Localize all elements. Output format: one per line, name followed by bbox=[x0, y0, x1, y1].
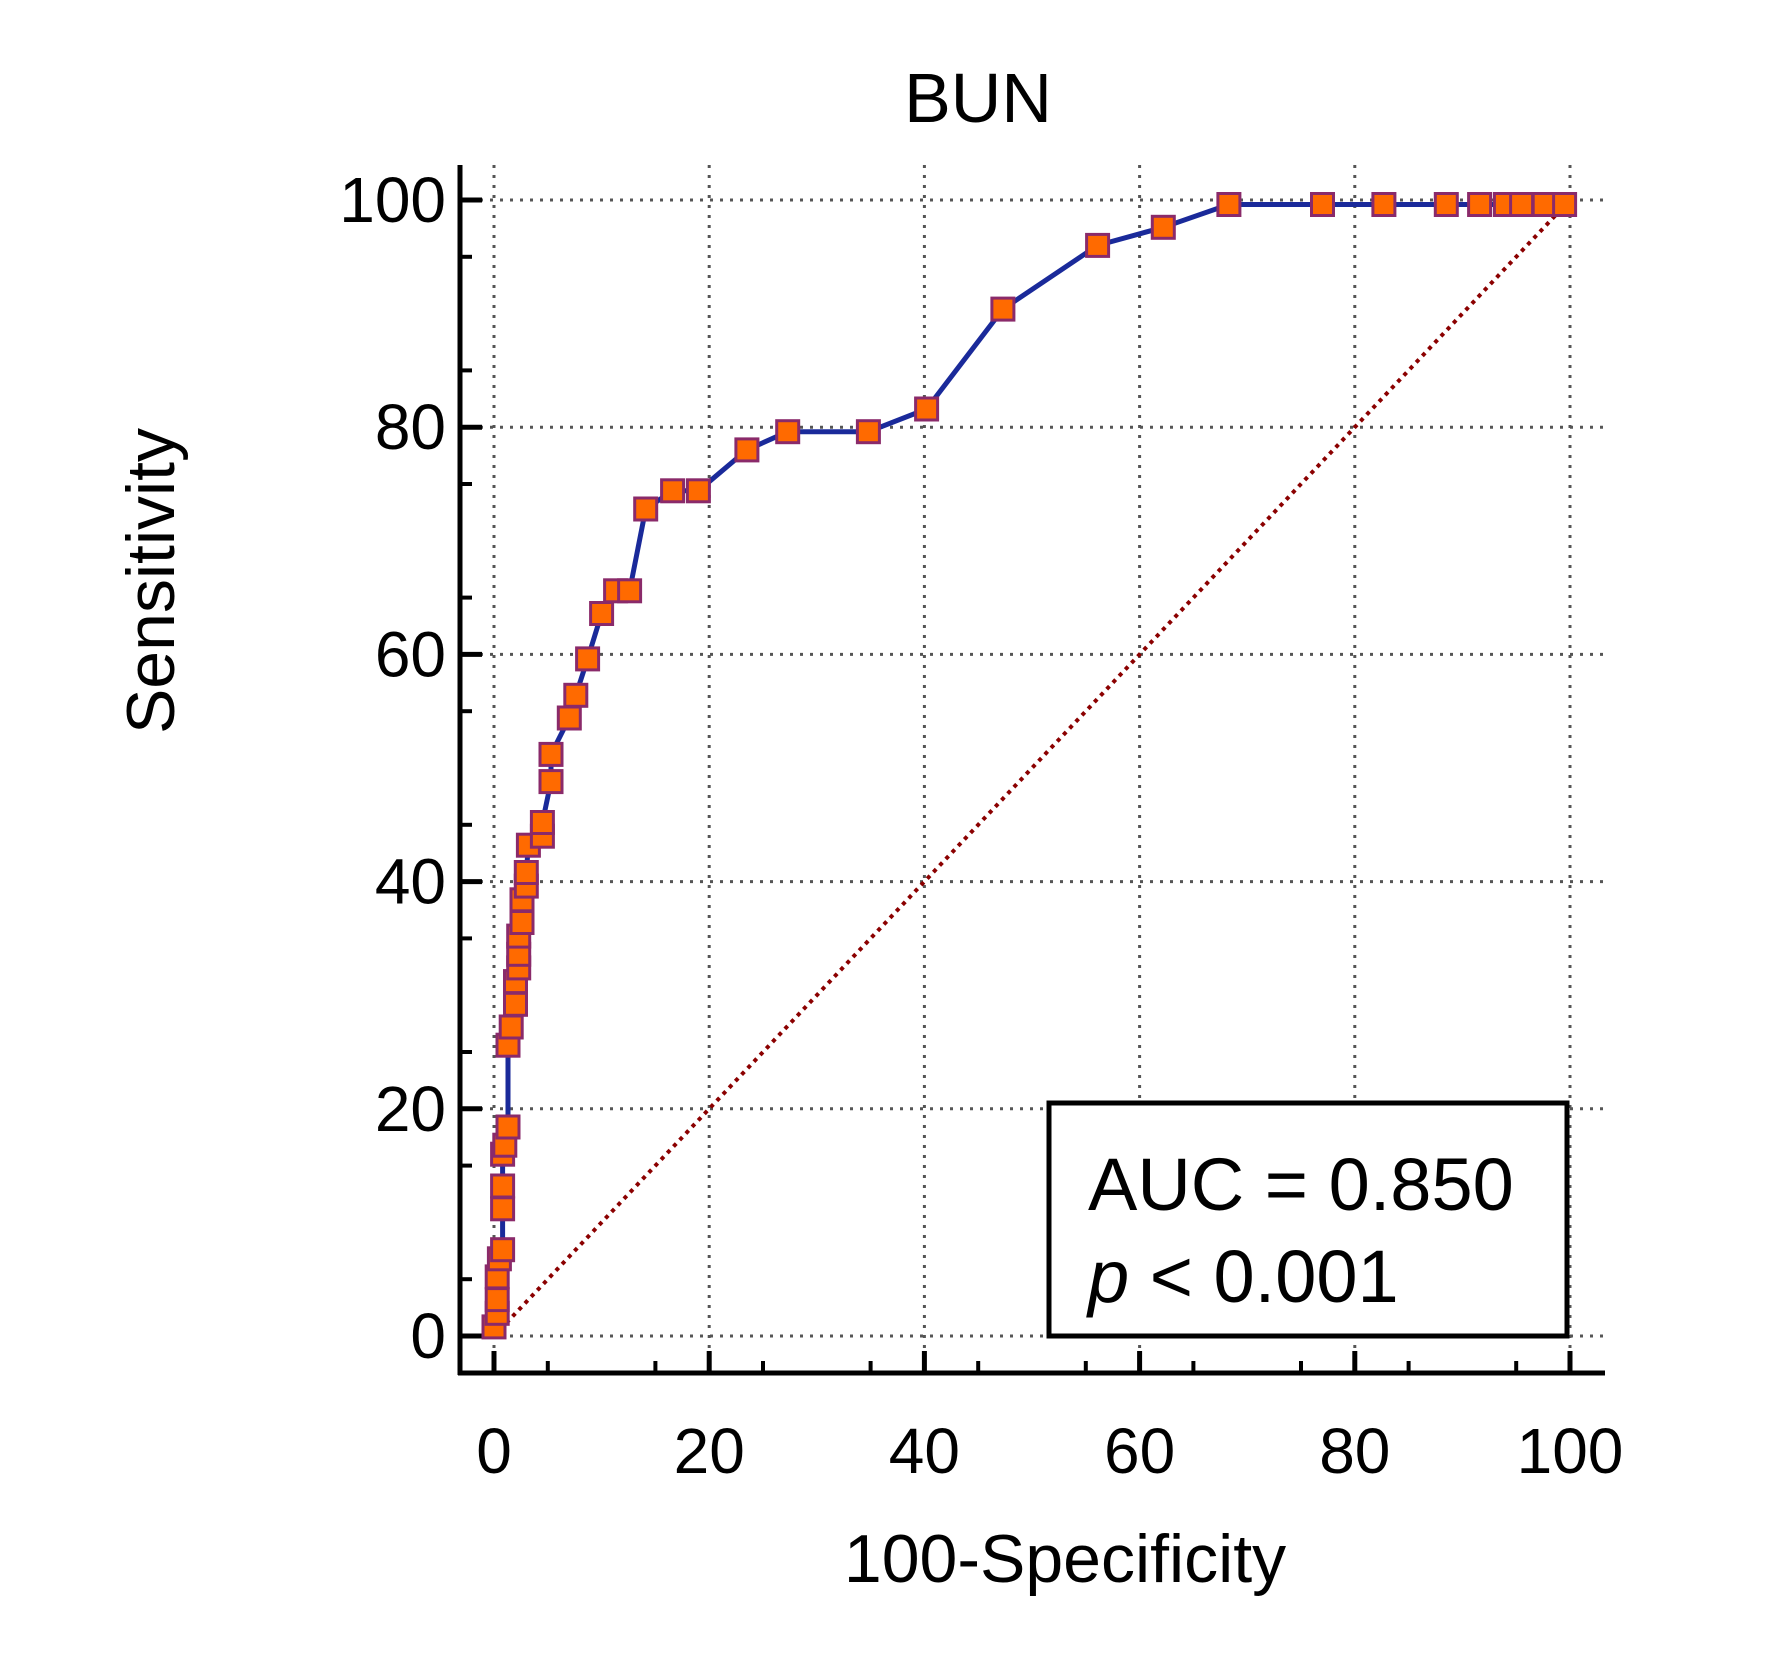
y-tick-label: 80 bbox=[375, 391, 446, 463]
y-tick-label: 20 bbox=[375, 1073, 446, 1145]
x-tick-label: 100 bbox=[1517, 1415, 1624, 1487]
x-tick-label: 20 bbox=[674, 1415, 745, 1487]
roc-point bbox=[855, 419, 881, 445]
roc-point bbox=[1085, 232, 1111, 258]
roc-point bbox=[1552, 192, 1578, 217]
x-tick-label: 0 bbox=[476, 1415, 512, 1487]
annotation-frame bbox=[1046, 1100, 1570, 1339]
p-value: < 0.001 bbox=[1129, 1235, 1399, 1318]
roc-point bbox=[734, 437, 760, 463]
roc-point bbox=[498, 1014, 524, 1040]
p-symbol: p bbox=[1086, 1235, 1129, 1318]
roc-point bbox=[589, 601, 615, 626]
y-tick-label: 0 bbox=[410, 1300, 446, 1372]
ticks: 0 20 40 60 80 100 0 20 40 60 80 100 bbox=[339, 164, 1623, 1487]
y-tick-label: 100 bbox=[339, 164, 446, 236]
roc-point bbox=[633, 496, 659, 522]
auc-annotation-box: AUC = 0.850 p < 0.001 bbox=[1046, 1100, 1570, 1339]
roc-point bbox=[914, 396, 940, 422]
auc-text: AUC = 0.850 bbox=[1088, 1143, 1514, 1226]
y-axis-label: Sensitivity bbox=[113, 428, 189, 734]
x-axis-label: 100-Specificity bbox=[844, 1521, 1286, 1597]
chart-title: BUN bbox=[904, 59, 1052, 137]
p-value-text: p < 0.001 bbox=[1086, 1235, 1399, 1318]
x-tick-label: 80 bbox=[1319, 1415, 1390, 1487]
roc-point bbox=[1433, 192, 1459, 217]
roc-point bbox=[775, 419, 801, 445]
roc-point bbox=[490, 1173, 516, 1199]
roc-point bbox=[1216, 192, 1242, 217]
roc-point bbox=[538, 741, 564, 767]
y-tick-label: 60 bbox=[375, 618, 446, 690]
roc-point bbox=[513, 860, 539, 885]
roc-point bbox=[1310, 192, 1335, 217]
roc-point bbox=[617, 578, 643, 604]
roc-point bbox=[660, 478, 686, 504]
roc-point bbox=[490, 1237, 516, 1263]
roc-point bbox=[685, 478, 711, 504]
axes bbox=[457, 165, 1605, 1376]
roc-point bbox=[503, 991, 528, 1017]
x-tick-label: 60 bbox=[1104, 1415, 1175, 1487]
roc-point bbox=[1467, 192, 1493, 217]
roc-point bbox=[509, 910, 535, 935]
roc-point bbox=[575, 646, 601, 672]
roc-point bbox=[1150, 214, 1176, 240]
roc-point bbox=[529, 810, 555, 835]
roc-point bbox=[556, 705, 582, 731]
roc-point bbox=[1371, 192, 1397, 217]
roc-point bbox=[1509, 192, 1535, 217]
roc-point bbox=[495, 1114, 521, 1140]
grid-lines bbox=[460, 165, 1605, 1373]
roc-point bbox=[538, 769, 564, 795]
x-tick-label: 40 bbox=[889, 1415, 960, 1487]
roc-markers bbox=[481, 192, 1578, 1340]
roc-point bbox=[563, 682, 589, 708]
roc-point bbox=[490, 1196, 516, 1222]
y-tick-label: 40 bbox=[375, 846, 446, 918]
roc-point bbox=[484, 1287, 510, 1313]
roc-point bbox=[990, 296, 1016, 322]
roc-point bbox=[1531, 192, 1557, 217]
